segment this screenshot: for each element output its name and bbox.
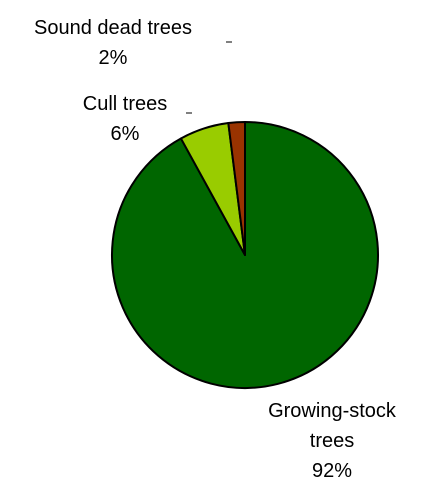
slice-label: Sound dead trees 2%	[3, 13, 223, 73]
slice-value: 2%	[98, 47, 128, 69]
slice-value: 6%	[110, 123, 140, 145]
slice-name: Sound dead trees	[34, 17, 192, 39]
slice-value: 92%	[311, 460, 353, 482]
slice-label: Growing-stock trees 92%	[252, 396, 412, 485]
slice-name: Growing-stock trees	[268, 400, 396, 452]
pie-slice	[111, 121, 379, 389]
slice-label: Cull trees 6%	[55, 89, 195, 149]
slice-name: Cull trees	[82, 93, 168, 115]
pie-slice	[227, 121, 246, 256]
